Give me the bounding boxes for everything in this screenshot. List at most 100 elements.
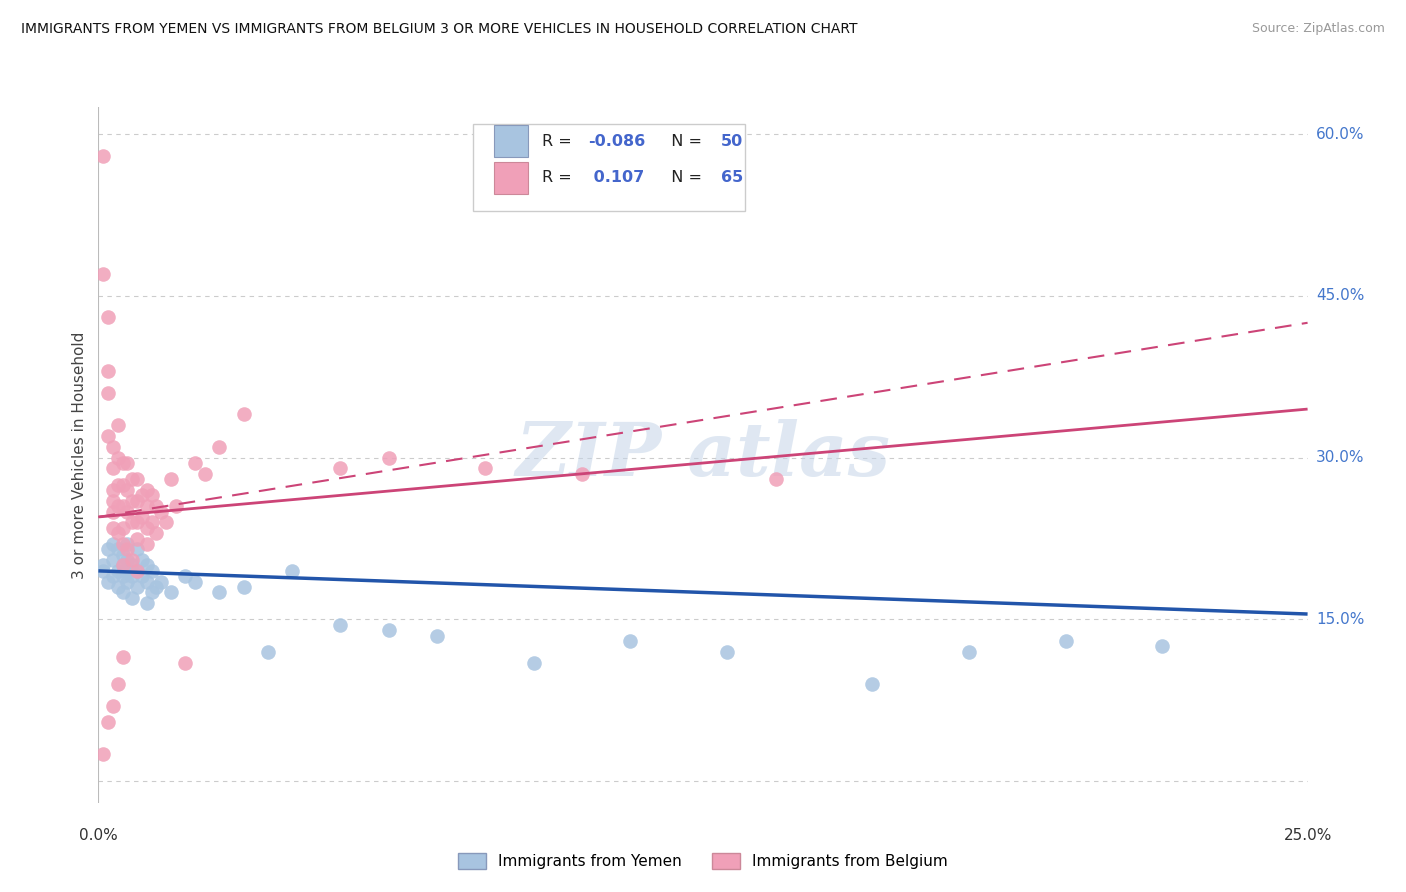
Point bbox=[91, 564, 114, 578]
Point bbox=[97, 429, 120, 443]
Point bbox=[208, 440, 231, 454]
Point bbox=[127, 580, 149, 594]
Point bbox=[174, 569, 197, 583]
Y-axis label: 3 or more Vehicles in Household: 3 or more Vehicles in Household bbox=[72, 331, 87, 579]
Point bbox=[117, 537, 139, 551]
Text: N =: N = bbox=[661, 134, 707, 149]
Point bbox=[107, 499, 129, 513]
Text: 45.0%: 45.0% bbox=[1316, 288, 1364, 303]
Point bbox=[121, 558, 143, 573]
Point bbox=[127, 564, 149, 578]
Point bbox=[131, 553, 153, 567]
Point bbox=[111, 477, 134, 491]
Point bbox=[135, 499, 157, 513]
Point bbox=[91, 558, 114, 573]
Point bbox=[97, 574, 120, 589]
Point bbox=[107, 477, 129, 491]
Point bbox=[111, 558, 134, 573]
Point bbox=[107, 418, 129, 433]
Point bbox=[111, 558, 134, 573]
Point bbox=[127, 532, 149, 546]
Text: R =: R = bbox=[543, 170, 576, 186]
Text: -0.086: -0.086 bbox=[588, 134, 645, 149]
Point bbox=[127, 493, 149, 508]
Point bbox=[127, 472, 149, 486]
Text: 50: 50 bbox=[721, 134, 744, 149]
Point bbox=[1054, 634, 1077, 648]
Point bbox=[121, 493, 143, 508]
Point bbox=[117, 553, 139, 567]
Point bbox=[97, 385, 120, 400]
Point bbox=[127, 516, 149, 530]
Point bbox=[329, 461, 352, 475]
Point bbox=[107, 526, 129, 541]
Point bbox=[957, 645, 980, 659]
Point bbox=[145, 499, 167, 513]
Point bbox=[131, 569, 153, 583]
Point bbox=[329, 617, 352, 632]
Point bbox=[160, 472, 183, 486]
Point bbox=[121, 569, 143, 583]
Point bbox=[101, 698, 124, 713]
Point bbox=[135, 537, 157, 551]
Point bbox=[111, 585, 134, 599]
Point bbox=[716, 645, 738, 659]
Point bbox=[107, 564, 129, 578]
Text: ZIP atlas: ZIP atlas bbox=[516, 418, 890, 491]
Point bbox=[141, 516, 163, 530]
Point bbox=[860, 677, 883, 691]
Point bbox=[101, 521, 124, 535]
Point bbox=[232, 580, 254, 594]
Point bbox=[101, 553, 124, 567]
Point bbox=[571, 467, 593, 481]
Point bbox=[127, 542, 149, 557]
Point bbox=[117, 483, 139, 497]
Text: 15.0%: 15.0% bbox=[1316, 612, 1364, 627]
Point bbox=[256, 645, 278, 659]
Point bbox=[523, 656, 546, 670]
Point bbox=[141, 488, 163, 502]
Point bbox=[208, 585, 231, 599]
Point bbox=[121, 591, 143, 605]
Point bbox=[135, 596, 157, 610]
Point bbox=[141, 585, 163, 599]
Point bbox=[111, 537, 134, 551]
Point bbox=[117, 564, 139, 578]
Point bbox=[377, 450, 399, 465]
Point bbox=[101, 537, 124, 551]
Point bbox=[117, 504, 139, 518]
Text: N =: N = bbox=[661, 170, 707, 186]
Text: R =: R = bbox=[543, 134, 576, 149]
Point bbox=[184, 456, 207, 470]
Point bbox=[101, 569, 124, 583]
Text: 60.0%: 60.0% bbox=[1316, 127, 1364, 142]
Point bbox=[281, 564, 304, 578]
Point bbox=[232, 408, 254, 422]
Point bbox=[111, 548, 134, 562]
Point bbox=[91, 267, 114, 281]
Point bbox=[121, 472, 143, 486]
Point bbox=[117, 574, 139, 589]
Point bbox=[127, 564, 149, 578]
Point bbox=[101, 461, 124, 475]
Point bbox=[111, 569, 134, 583]
Point bbox=[474, 461, 496, 475]
Text: 0.0%: 0.0% bbox=[79, 828, 118, 843]
Point bbox=[97, 364, 120, 378]
Point bbox=[107, 450, 129, 465]
Point bbox=[150, 504, 173, 518]
FancyBboxPatch shape bbox=[474, 124, 745, 211]
Point bbox=[135, 558, 157, 573]
Point bbox=[155, 516, 177, 530]
Point bbox=[111, 521, 134, 535]
Text: 25.0%: 25.0% bbox=[1284, 828, 1331, 843]
Point bbox=[97, 542, 120, 557]
Point bbox=[135, 521, 157, 535]
Point bbox=[184, 574, 207, 589]
Point bbox=[131, 510, 153, 524]
Point bbox=[91, 148, 114, 162]
Point bbox=[150, 574, 173, 589]
FancyBboxPatch shape bbox=[494, 126, 527, 157]
Point bbox=[619, 634, 641, 648]
Point bbox=[377, 624, 399, 638]
